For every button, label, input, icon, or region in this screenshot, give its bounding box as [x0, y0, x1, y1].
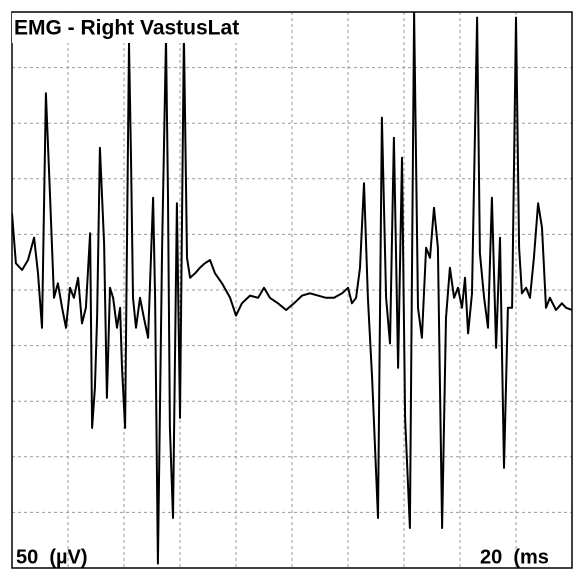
trace-area: [12, 12, 572, 565]
title-backdrop: [12, 13, 290, 43]
y-scale-label: 50 (µV): [16, 546, 88, 568]
chart-title: EMG - Right VastusLat: [14, 17, 239, 40]
x-scale-label: 20 (ms: [480, 546, 549, 568]
plot-frame: [11, 11, 573, 569]
emg-trace: [12, 12, 572, 565]
grid: [11, 11, 573, 569]
